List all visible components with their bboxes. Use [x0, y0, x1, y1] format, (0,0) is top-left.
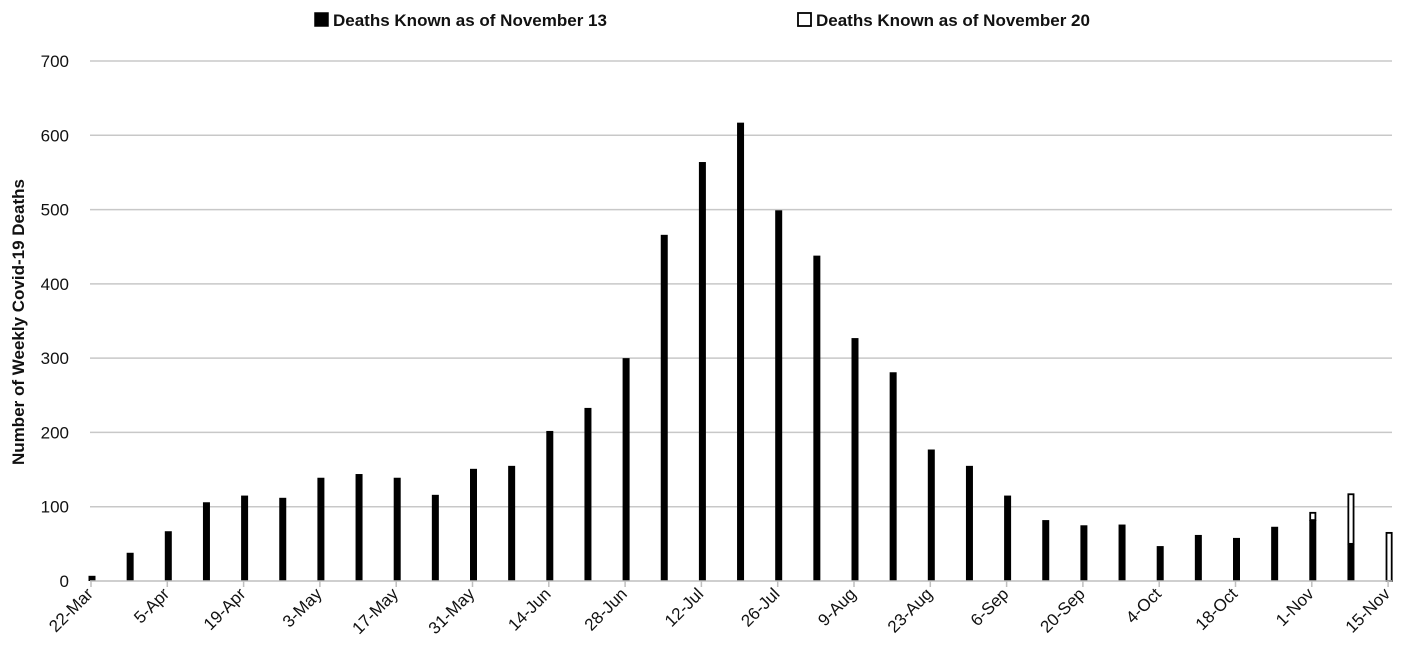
bar-nov13-16-Aug	[889, 372, 897, 581]
x-tick-label: 18-Oct	[1192, 584, 1242, 634]
y-tick-label: 500	[41, 201, 69, 220]
bar-nov13-22-Mar	[88, 575, 96, 581]
bar-nov13-13-Sep	[1042, 520, 1050, 581]
x-tick-label: 22-Mar	[45, 584, 97, 636]
bar-nov13-9-Aug	[851, 338, 859, 581]
y-tick-label: 700	[41, 52, 69, 71]
x-tick-label: 15-Nov	[1342, 584, 1395, 637]
x-tick-label: 9-Aug	[814, 584, 860, 630]
bar-nov13-18-Oct	[1233, 537, 1240, 581]
bar-nov13-7-Jun	[508, 465, 516, 581]
bar-nov13-20-Sep	[1080, 525, 1088, 581]
y-tick-label: 600	[41, 126, 69, 145]
bar-nov13-21-Jun	[584, 407, 592, 581]
bar-nov13-4-Oct	[1156, 546, 1164, 581]
bar-nov13-12-Apr	[202, 502, 210, 581]
legend-swatch-nov20	[797, 12, 812, 27]
x-tick-label: 4-Oct	[1122, 584, 1165, 627]
bar-nov13-1-Nov	[1309, 520, 1317, 581]
bar-nov20-1-Nov	[1309, 511, 1317, 521]
bar-nov20-15-Nov	[1385, 531, 1393, 582]
bar-nov13-17-May	[393, 477, 401, 581]
bar-nov13-26-Jul	[775, 210, 783, 582]
x-tick-label: 23-Aug	[884, 584, 936, 636]
bar-nov13-26-Apr	[279, 497, 287, 581]
bar-nov20-8-Nov	[1347, 493, 1355, 545]
bar-nov13-25-Oct	[1271, 526, 1279, 581]
y-tick-label: 400	[41, 275, 69, 294]
x-tick-label: 28-Jun	[581, 584, 631, 634]
x-tick-label: 12-Jul	[661, 584, 707, 630]
bar-nov13-10-May	[355, 474, 363, 581]
y-tick-label: 100	[41, 498, 69, 517]
x-tick-label: 5-Apr	[130, 584, 173, 627]
bar-nov13-2-Aug	[813, 255, 821, 581]
bar-nov13-3-May	[317, 477, 325, 581]
bar-nov13-19-Apr	[241, 495, 249, 581]
x-tick-label: 31-May	[425, 584, 479, 638]
x-tick-label: 20-Sep	[1037, 584, 1089, 636]
bar-nov13-5-Apr	[164, 531, 172, 581]
x-tick-label: 17-May	[349, 584, 403, 638]
bar-nov13-6-Sep	[1004, 495, 1012, 581]
bar-nov13-14-Jun	[546, 430, 554, 581]
bar-nov13-8-Nov	[1347, 543, 1355, 581]
bar-nov13-23-Aug	[927, 449, 935, 581]
legend-label-nov13: Deaths Known as of November 13	[333, 11, 607, 30]
bar-nov13-24-May	[431, 494, 439, 581]
x-tick-label: 14-Jun	[504, 584, 554, 634]
legend-label-nov20: Deaths Known as of November 20	[816, 11, 1090, 30]
bar-nov13-5-Jul	[660, 234, 668, 582]
bar-nov13-11-Oct	[1194, 534, 1202, 581]
bar-nov13-31-May	[470, 468, 477, 581]
x-tick-label: 19-Apr	[200, 584, 250, 634]
legend: Deaths Known as of November 13 Deaths Kn…	[314, 11, 1090, 30]
bar-nov13-30-Aug	[965, 465, 973, 581]
bar-nov13-28-Jun	[622, 358, 630, 581]
bar-nov13-19-Jul	[737, 122, 745, 582]
y-tick-label: 200	[41, 423, 69, 442]
x-tick-label: 26-Jul	[737, 584, 783, 630]
bar-nov13-29-Mar	[126, 552, 134, 581]
y-tick-label: 0	[60, 572, 69, 591]
bars	[88, 122, 1393, 582]
bar-nov13-27-Sep	[1118, 524, 1126, 581]
y-tick-label: 300	[41, 349, 69, 368]
legend-swatch-nov13	[314, 12, 329, 27]
x-tick-label: 1-Nov	[1272, 584, 1318, 630]
y-axis-title: Number of Weekly Covid-19 Deaths	[9, 179, 28, 465]
x-tick-label: 6-Sep	[967, 584, 1013, 630]
x-tick-label: 3-May	[279, 584, 326, 631]
bar-nov13-12-Jul	[698, 162, 706, 581]
